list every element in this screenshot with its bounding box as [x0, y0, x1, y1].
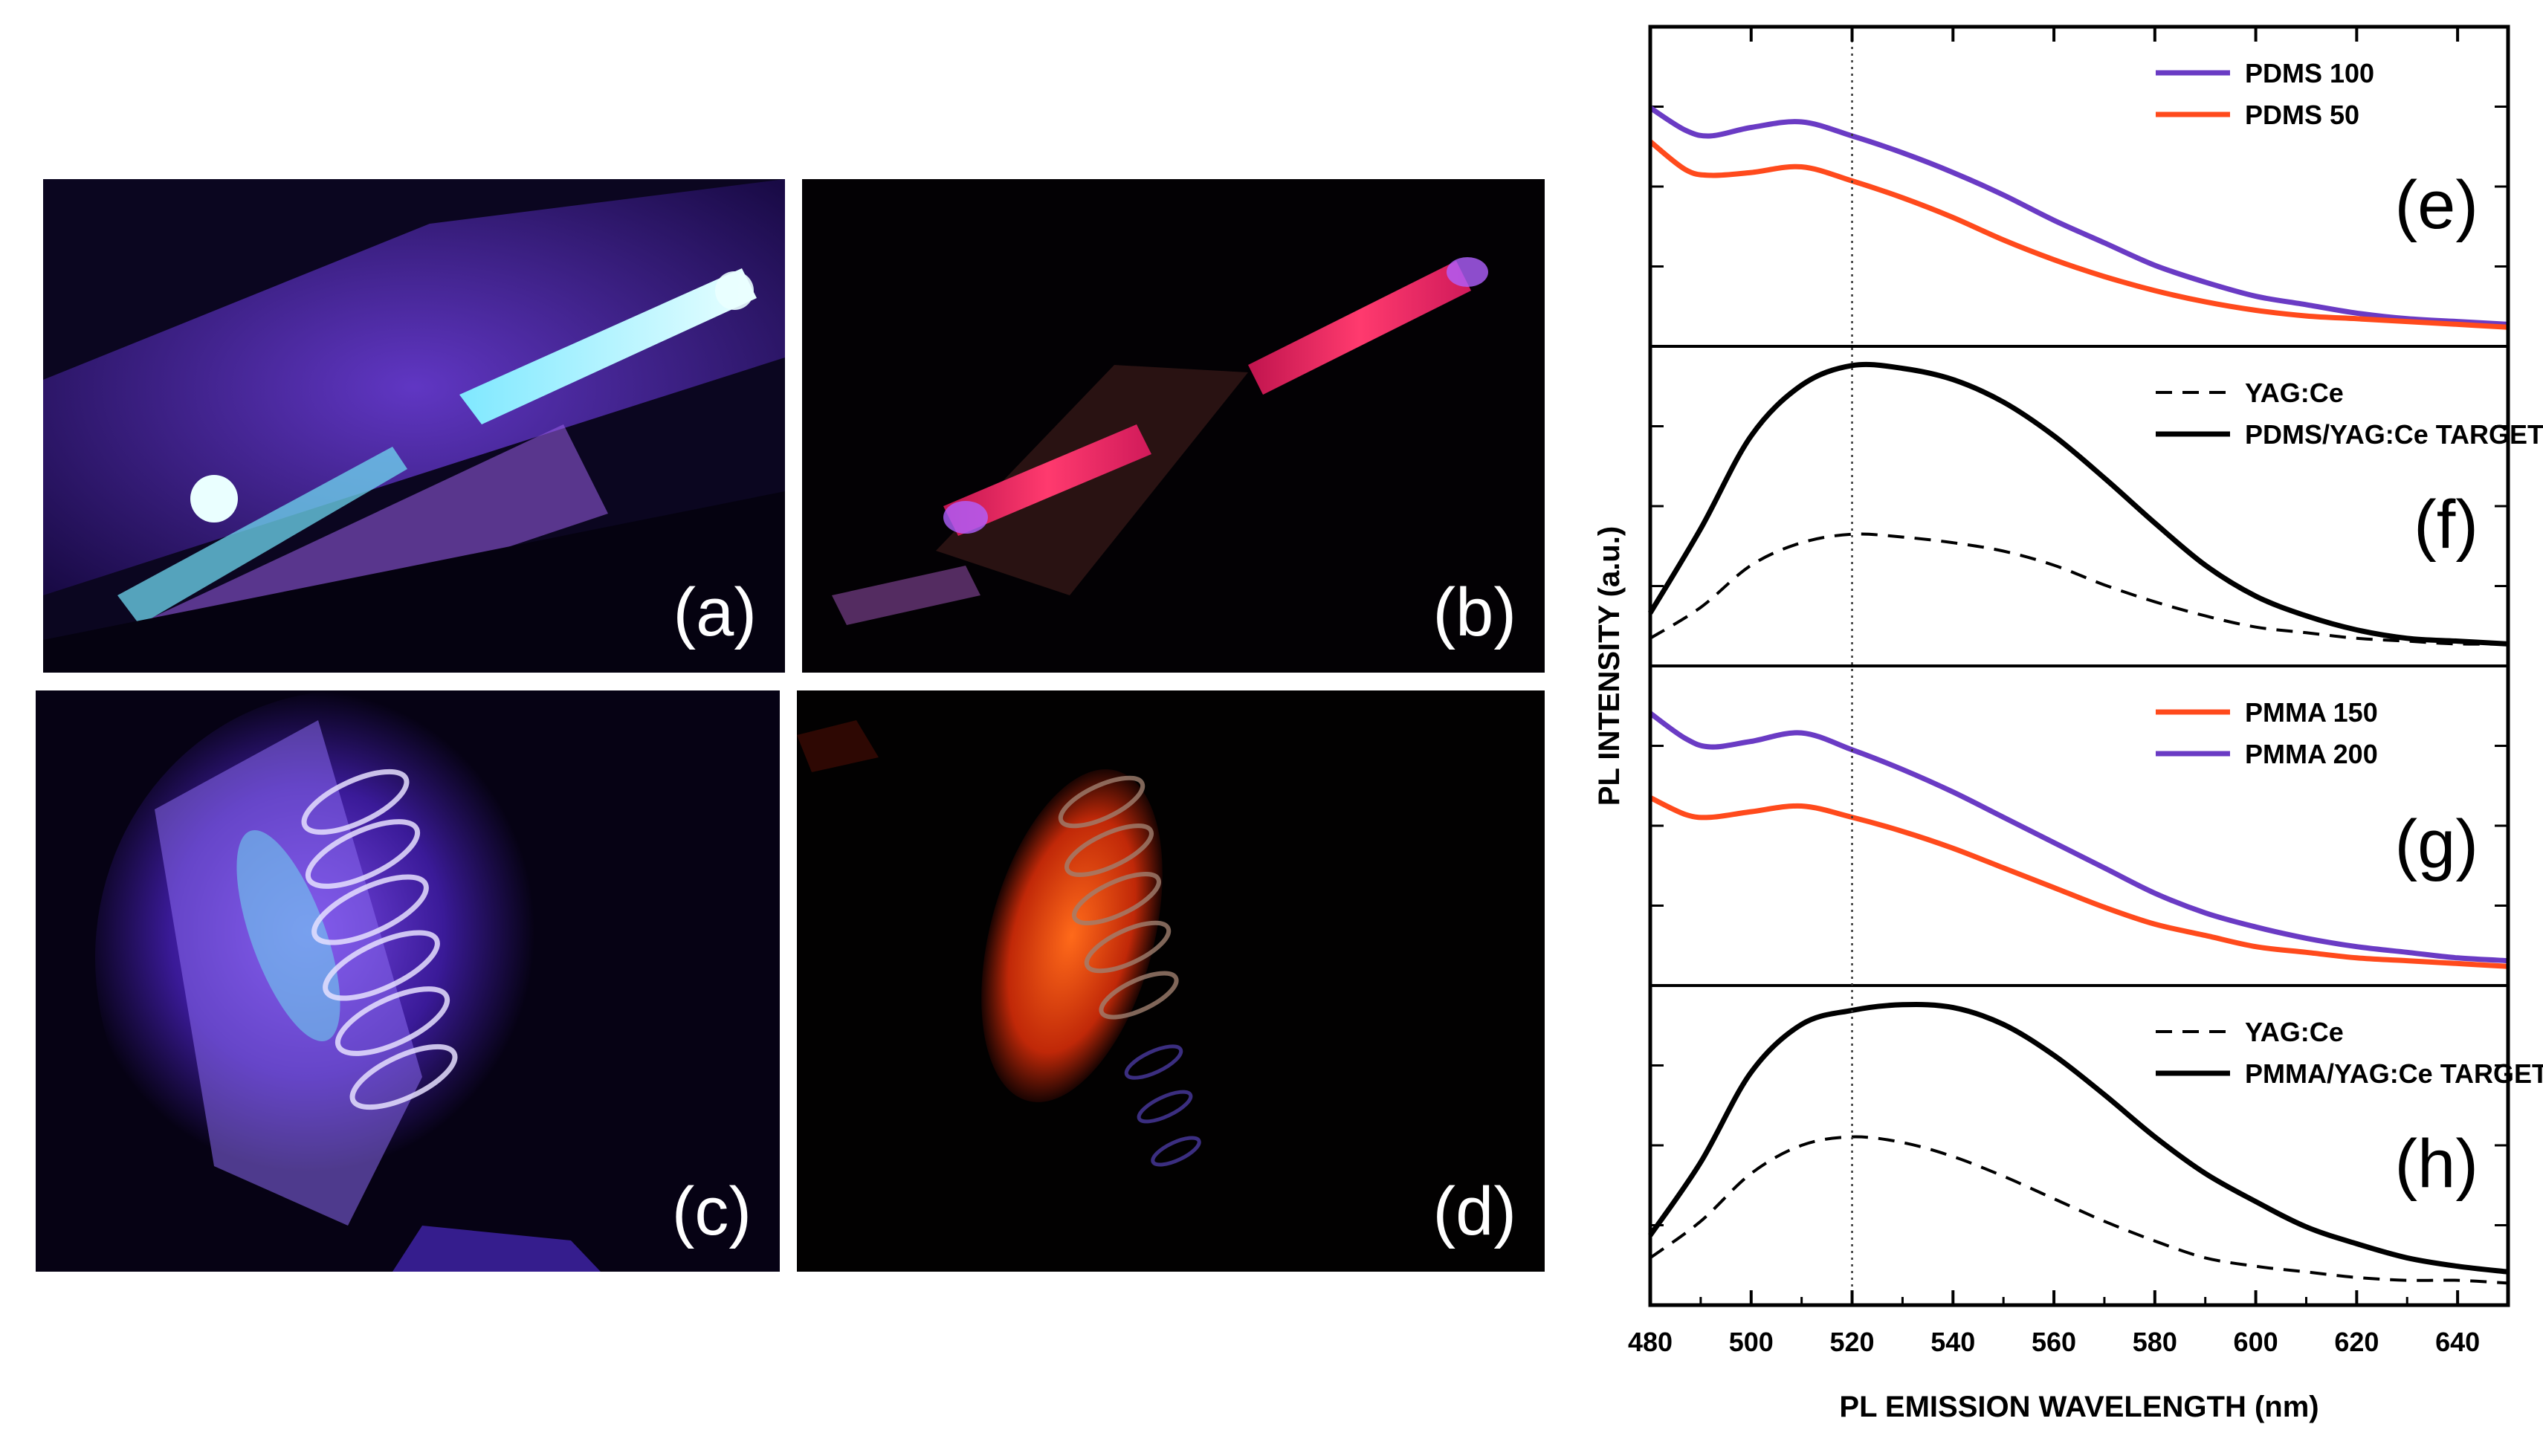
panel-h: YAG:Ce PMMA/YAG:Ce TARGET (h): [1648, 984, 2543, 1285]
photo-a-image: [43, 179, 785, 673]
x-tick-label: 640: [2435, 1327, 2480, 1357]
photo-c-label: (c): [671, 1174, 752, 1249]
panel-label: (h): [2395, 1126, 2478, 1202]
x-tick-label: 520: [1829, 1327, 1874, 1357]
series-line-yag-ce: [1649, 1135, 2509, 1285]
panel-label: (e): [2395, 167, 2478, 243]
photo-c-image: [36, 690, 780, 1272]
series-line-pmma-200: [1648, 711, 2509, 964]
y-axis-label: PL INTENSITY (a.u.): [1593, 526, 1626, 806]
x-tick-label: 580: [2133, 1327, 2177, 1357]
legend-label: PDMS 50: [2245, 100, 2359, 130]
x-tick-label: 540: [1930, 1327, 1975, 1357]
photo-c: (c): [36, 690, 780, 1272]
photo-b: (b): [802, 179, 1545, 673]
panel-label: (f): [2414, 487, 2478, 563]
x-tick-label: 620: [2334, 1327, 2379, 1357]
x-axis-label: PL EMISSION WAVELENGTH (nm): [1839, 1391, 2319, 1423]
series-line-pmma-150: [1649, 795, 2509, 969]
series-line-pmma-yag-ce-target: [1648, 1002, 2509, 1275]
legend-label: PDMS 100: [2245, 58, 2374, 88]
panel-label: (g): [2395, 806, 2478, 882]
panel-f: YAG:Ce PDMS/YAG:Ce TARGET (f): [1647, 345, 2543, 647]
photo-b-label: (b): [1432, 575, 1516, 650]
legend-label: PMMA/YAG:Ce TARGET: [2245, 1058, 2543, 1089]
photo-a: (a): [43, 179, 785, 673]
series-line-pdms-50: [1648, 139, 2509, 330]
legend-label: PMMA 200: [2245, 739, 2378, 769]
legend-label: PMMA 150: [2245, 697, 2378, 728]
x-tick-label: 560: [2032, 1327, 2076, 1357]
photo-b-image: [802, 179, 1545, 673]
photo-d-image: [797, 690, 1545, 1272]
x-tick-label: 600: [2234, 1327, 2278, 1357]
series-line-pdms-100: [1649, 106, 2509, 327]
series-line-pdms-yag-ce-target: [1647, 361, 2509, 647]
series-line-yag-ce: [1649, 532, 2509, 646]
plot-frame: [1648, 25, 2510, 1307]
photo-d: (d): [797, 690, 1545, 1272]
pl-spectra-chart: PDMS 100 PDMS 50 (e) YAG:Ce PDMS/YAG:Ce TARG…: [1593, 25, 2543, 1423]
photo-a-label: (a): [673, 575, 757, 650]
legend-label: YAG:Ce: [2245, 1017, 2344, 1047]
x-tick-label: 500: [1729, 1327, 1774, 1357]
legend-label: YAG:Ce: [2245, 378, 2344, 408]
photo-d-label: (d): [1432, 1174, 1516, 1249]
panel-g: PMMA 150 PMMA 200 (g): [1648, 664, 2509, 969]
x-tick-label: 480: [1628, 1327, 1673, 1357]
plot-area: PDMS 100 PDMS 50 (e) YAG:Ce PDMS/YAG:Ce TARG…: [1628, 25, 2543, 1357]
legend-label: PDMS/YAG:Ce TARGET: [2245, 419, 2543, 450]
panel-e: PDMS 100 PDMS 50 (e): [1648, 58, 2509, 330]
